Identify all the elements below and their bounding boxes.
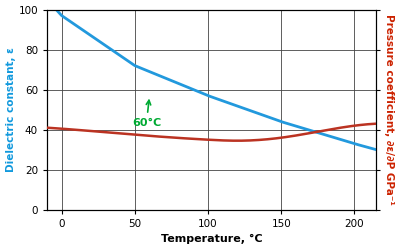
X-axis label: Temperature, °C: Temperature, °C bbox=[161, 234, 262, 244]
Text: 60°C: 60°C bbox=[132, 100, 161, 128]
Y-axis label: Dielectric constant, ε: Dielectric constant, ε bbox=[6, 47, 16, 172]
Y-axis label: Pressure coefficient, ∂ε/∂P GPa⁻¹: Pressure coefficient, ∂ε/∂P GPa⁻¹ bbox=[384, 14, 394, 205]
